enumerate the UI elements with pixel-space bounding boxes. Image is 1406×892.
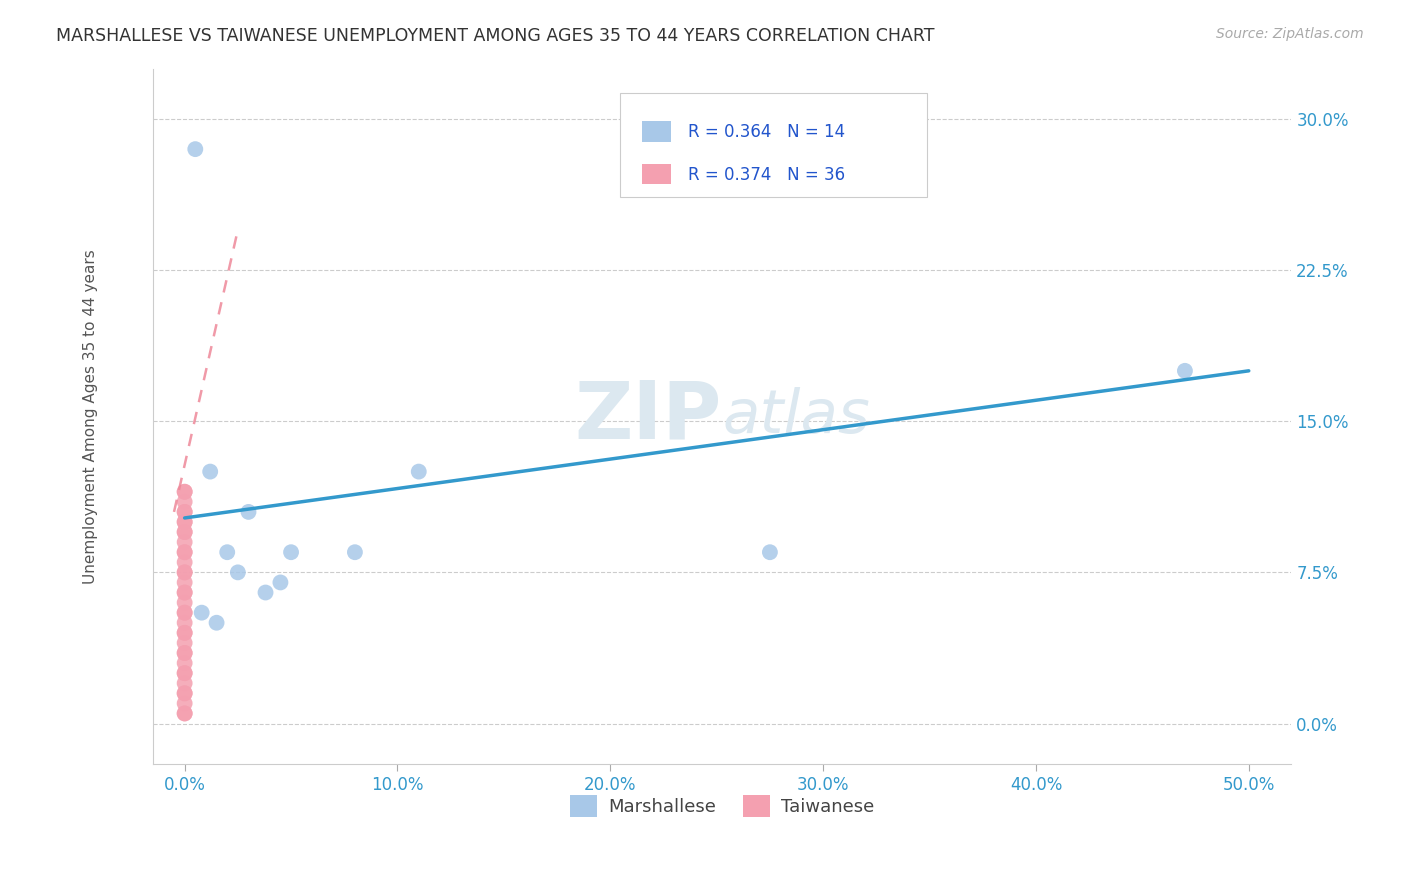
Point	[173, 545, 195, 559]
Point	[173, 596, 195, 610]
Point	[173, 495, 195, 509]
Point	[173, 706, 195, 721]
Text: atlas: atlas	[723, 386, 870, 446]
Point	[205, 615, 228, 630]
Text: ZIP: ZIP	[575, 377, 723, 455]
FancyBboxPatch shape	[643, 163, 671, 185]
Point	[173, 686, 195, 700]
Point	[173, 646, 195, 660]
Point	[226, 566, 249, 580]
Point	[173, 566, 195, 580]
Point	[173, 676, 195, 690]
Point	[173, 535, 195, 549]
Point	[173, 697, 195, 711]
Point	[173, 646, 195, 660]
Text: MARSHALLESE VS TAIWANESE UNEMPLOYMENT AMONG AGES 35 TO 44 YEARS CORRELATION CHAR: MARSHALLESE VS TAIWANESE UNEMPLOYMENT AM…	[56, 27, 935, 45]
Legend: Marshallese, Taiwanese: Marshallese, Taiwanese	[562, 788, 882, 824]
Point	[173, 585, 195, 599]
Point	[173, 515, 195, 529]
Text: R = 0.374   N = 36: R = 0.374 N = 36	[688, 166, 845, 184]
Point	[173, 555, 195, 569]
Point	[173, 484, 195, 499]
Text: Unemployment Among Ages 35 to 44 years: Unemployment Among Ages 35 to 44 years	[83, 249, 97, 583]
Point	[173, 666, 195, 681]
Point	[217, 545, 239, 559]
Point	[173, 615, 195, 630]
Point	[173, 505, 195, 519]
Point	[269, 575, 291, 590]
Point	[173, 545, 195, 559]
Point	[173, 606, 195, 620]
Point	[408, 465, 430, 479]
Point	[173, 706, 195, 721]
Text: R = 0.364   N = 14: R = 0.364 N = 14	[688, 123, 845, 141]
Point	[173, 625, 195, 640]
Point	[184, 142, 207, 156]
FancyBboxPatch shape	[643, 120, 671, 142]
Point	[173, 484, 195, 499]
Point	[173, 606, 195, 620]
Point	[173, 585, 195, 599]
Point	[759, 545, 782, 559]
Point	[190, 606, 212, 620]
Point	[1174, 364, 1197, 378]
Point	[173, 625, 195, 640]
Point	[173, 566, 195, 580]
Point	[173, 636, 195, 650]
Point	[173, 524, 195, 539]
Text: Source: ZipAtlas.com: Source: ZipAtlas.com	[1216, 27, 1364, 41]
Point	[254, 585, 277, 599]
FancyBboxPatch shape	[620, 93, 927, 197]
Point	[173, 524, 195, 539]
Point	[198, 465, 221, 479]
Point	[173, 575, 195, 590]
Point	[343, 545, 366, 559]
Point	[173, 666, 195, 681]
Point	[173, 656, 195, 670]
Point	[173, 505, 195, 519]
Point	[238, 505, 260, 519]
Point	[173, 515, 195, 529]
Point	[173, 686, 195, 700]
Point	[280, 545, 302, 559]
